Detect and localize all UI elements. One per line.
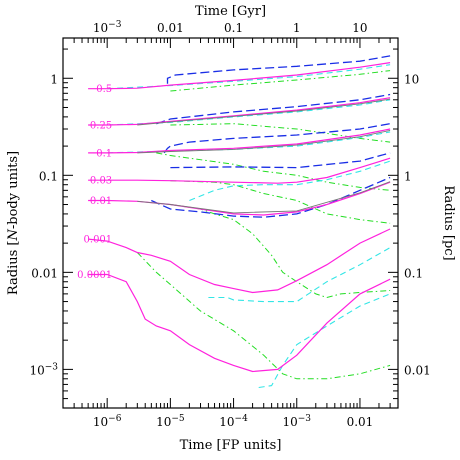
- series-label-3: 0.03: [90, 176, 112, 187]
- y2-tick-label: 10: [404, 72, 419, 86]
- series-line-blue-7: [166, 55, 391, 84]
- series-line-magenta-5: [88, 228, 391, 294]
- y-tick-label: 0.01: [31, 266, 58, 280]
- series-line-magenta-1: [88, 97, 391, 126]
- series-label-2: 0.1: [96, 148, 112, 159]
- x-axis-title: Time [FP units]: [180, 438, 282, 453]
- series-line-cyan-17: [258, 293, 391, 389]
- series-line-gray-24: [137, 98, 391, 126]
- series-label-4: 0.01: [90, 196, 112, 207]
- y2-tick-label: 0.01: [404, 363, 431, 377]
- series-line-magenta-4: [88, 181, 391, 216]
- series-line-magenta-6: [88, 273, 391, 373]
- series-line-magenta-0: [88, 62, 391, 90]
- x2-tick-label: 0.01: [157, 21, 184, 35]
- series-line-magenta-2: [88, 128, 391, 154]
- series-line-green-19: [170, 123, 391, 143]
- series-line-magenta-3: [88, 157, 391, 184]
- series-line-gray-25: [137, 129, 391, 154]
- y-axis-title: Radius [N-body units]: [6, 151, 21, 295]
- x2-tick-label: 0.1: [224, 21, 243, 35]
- series-label-1: 0.25: [90, 120, 112, 131]
- y2-axis-title: Radius [pc]: [441, 185, 456, 260]
- y-tick-label: 0.1: [39, 169, 58, 183]
- series-line-gray-26: [137, 181, 391, 214]
- x-tick-label: 10−4: [219, 414, 248, 429]
- series-line-cyan-16: [208, 247, 391, 303]
- y2-tick-label: 1: [404, 169, 412, 183]
- series-line-cyan-15: [189, 160, 391, 202]
- series-label-6: 0.0001: [77, 270, 112, 281]
- x-tick-label: 10−3: [282, 414, 311, 429]
- series-line-blue-9: [163, 123, 391, 154]
- x-tick-label: 10−6: [93, 414, 122, 429]
- y-tick-label: 1: [50, 72, 58, 86]
- x2-tick-label: 10−3: [93, 20, 122, 35]
- x-tick-label: 0.01: [347, 415, 374, 429]
- y2-tick-label: 0.1: [404, 266, 423, 280]
- y-tick-label: 10−3: [29, 362, 58, 377]
- plot-frame: [62, 37, 399, 409]
- series-labels: 0.5 0.25 0.1 0.03 0.01 0.001 0.0001: [77, 84, 112, 281]
- series-line-green-18: [170, 70, 391, 92]
- series-line-cyan-14: [107, 131, 391, 154]
- x2-tick-label: 1: [293, 21, 301, 35]
- x2-tick-label: 10: [352, 21, 367, 35]
- series-line-green-20: [156, 152, 391, 191]
- series-label-0: 0.5: [96, 84, 112, 95]
- x2-axis-title: Time [Gyr]: [195, 4, 266, 19]
- series-layer: [88, 55, 391, 389]
- series-label-5: 0.001: [84, 235, 113, 246]
- series-line-green-21: [170, 180, 391, 224]
- series-line-blue-8: [156, 93, 391, 125]
- x-tick-label: 10−5: [156, 414, 185, 429]
- series-line-green-22: [170, 204, 391, 299]
- series-line-green-23: [136, 252, 391, 380]
- series-line-blue-11: [151, 176, 391, 218]
- series-line-blue-10: [170, 152, 391, 169]
